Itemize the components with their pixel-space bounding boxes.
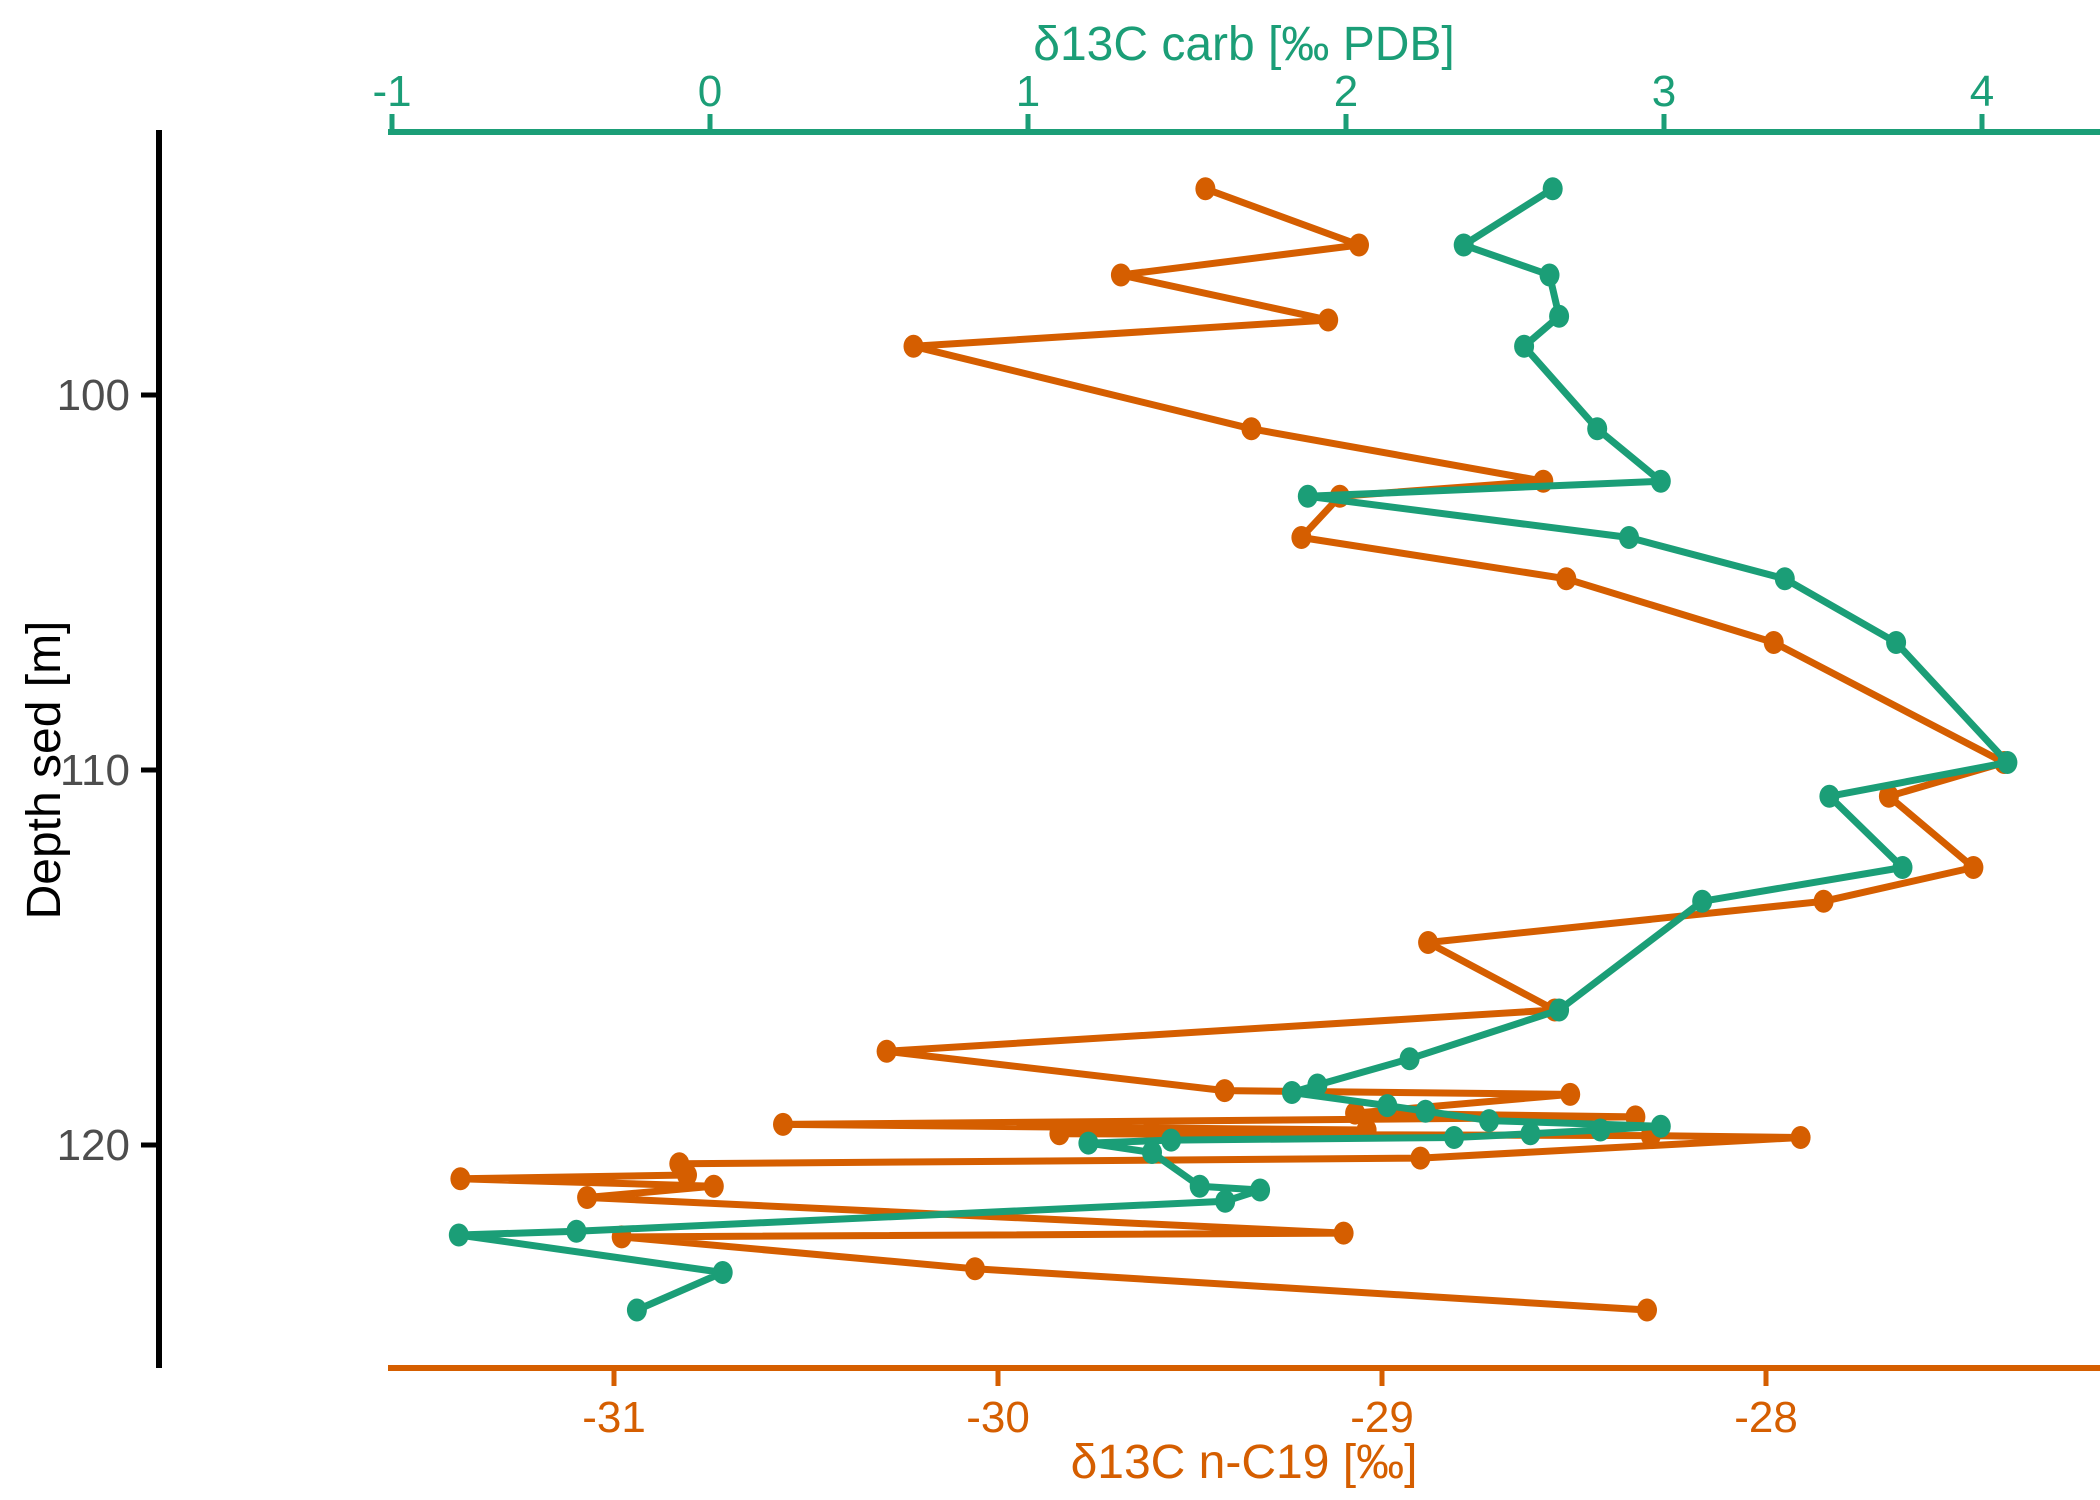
data-point xyxy=(1542,177,1563,201)
bottom-axis-tick-label: -31 xyxy=(582,1393,646,1442)
data-point xyxy=(703,1174,724,1198)
data-point xyxy=(1333,1221,1354,1245)
data-point xyxy=(1410,1146,1431,1170)
data-point xyxy=(1813,889,1834,913)
data-point xyxy=(1549,998,1570,1022)
top-axis-tick-label: 2 xyxy=(1334,67,1358,116)
data-point xyxy=(1345,1101,1366,1125)
bottom-axis-title: δ13C n-C19 [‰] xyxy=(1071,1436,1418,1489)
top-axis-tick-label: 0 xyxy=(698,67,722,116)
data-point xyxy=(1886,631,1907,654)
data-point xyxy=(1049,1122,1070,1146)
left-axis-tick-label: 110 xyxy=(60,746,130,795)
data-point xyxy=(566,1219,587,1243)
data-point xyxy=(450,1167,471,1191)
data-point xyxy=(1650,1114,1671,1138)
data-point xyxy=(1650,469,1671,493)
data-point xyxy=(1078,1131,1099,1155)
data-point xyxy=(577,1186,598,1209)
data-point xyxy=(1556,567,1577,591)
data-point xyxy=(1307,1073,1328,1097)
carb-series xyxy=(448,177,2018,1322)
data-point xyxy=(1997,751,2018,774)
data-point xyxy=(1241,417,1262,441)
data-point xyxy=(1281,1081,1302,1104)
data-point xyxy=(1318,308,1339,332)
bottom-axis-tick-label: -28 xyxy=(1734,1393,1798,1442)
data-point xyxy=(1619,526,1639,549)
nc19-series xyxy=(450,177,2015,1322)
data-point xyxy=(1637,1298,1657,1322)
series-layer xyxy=(448,177,2018,1322)
data-point xyxy=(1110,263,1131,287)
data-point xyxy=(1520,1122,1541,1146)
data-point xyxy=(1453,233,1474,257)
data-point xyxy=(1590,1118,1611,1142)
data-point xyxy=(1692,889,1713,913)
data-point xyxy=(1444,1126,1465,1149)
data-point xyxy=(1399,1047,1420,1071)
data-point xyxy=(1161,1128,1182,1152)
data-point xyxy=(1790,1126,1811,1149)
data-point xyxy=(626,1298,647,1322)
left-axis-ticks: 100 110 120 xyxy=(57,371,159,1170)
bottom-axis-tick-label: -30 xyxy=(966,1393,1030,1442)
left-axis-tick-label: 100 xyxy=(57,371,130,420)
top-axis-tick-label: 3 xyxy=(1652,67,1676,116)
data-point xyxy=(965,1257,985,1281)
top-axis-tick-label: 4 xyxy=(1970,67,1994,116)
top-axis-title: δ13C carb [‰ PDB] xyxy=(1033,18,1455,71)
data-point xyxy=(712,1261,733,1284)
data-point xyxy=(1415,1099,1436,1123)
data-point xyxy=(1214,1079,1235,1103)
data-point xyxy=(448,1223,469,1247)
data-point xyxy=(1549,304,1570,328)
data-point xyxy=(1587,417,1608,441)
data-point xyxy=(1250,1178,1271,1202)
y-axis-title: Depth sed [m] xyxy=(18,621,71,920)
data-point xyxy=(1892,856,1913,879)
data-point xyxy=(1539,263,1560,287)
bottom-axis-tick-label: -29 xyxy=(1350,1393,1414,1442)
left-axis-tick-label: 120 xyxy=(57,1121,130,1170)
data-point xyxy=(1560,1082,1581,1106)
data-point xyxy=(1291,526,1312,549)
top-axis-ticks: -1 0 1 2 3 4 xyxy=(372,67,1994,132)
data-point xyxy=(1377,1094,1398,1118)
series-path xyxy=(455,185,2011,1314)
data-point xyxy=(1963,856,1984,879)
top-axis-tick-label: -1 xyxy=(372,67,411,116)
data-point xyxy=(1774,567,1795,591)
data-point xyxy=(1418,931,1439,954)
data-point xyxy=(1215,1189,1236,1213)
data-point xyxy=(1297,484,1318,508)
data-point xyxy=(1195,177,1216,201)
data-point xyxy=(876,1039,897,1063)
data-point xyxy=(1349,233,1369,257)
data-point xyxy=(1142,1141,1162,1164)
data-point xyxy=(1763,631,1784,654)
data-point xyxy=(1514,334,1535,358)
data-point xyxy=(1878,784,1899,808)
data-point xyxy=(677,1163,697,1187)
data-point xyxy=(1819,784,1840,808)
top-axis-tick-label: 1 xyxy=(1016,67,1040,116)
data-point xyxy=(903,334,924,358)
bottom-axis-ticks: -31 -30 -29 -28 xyxy=(582,1368,1798,1442)
data-point xyxy=(1479,1109,1500,1133)
data-point xyxy=(1189,1174,1210,1198)
data-point xyxy=(773,1112,793,1136)
